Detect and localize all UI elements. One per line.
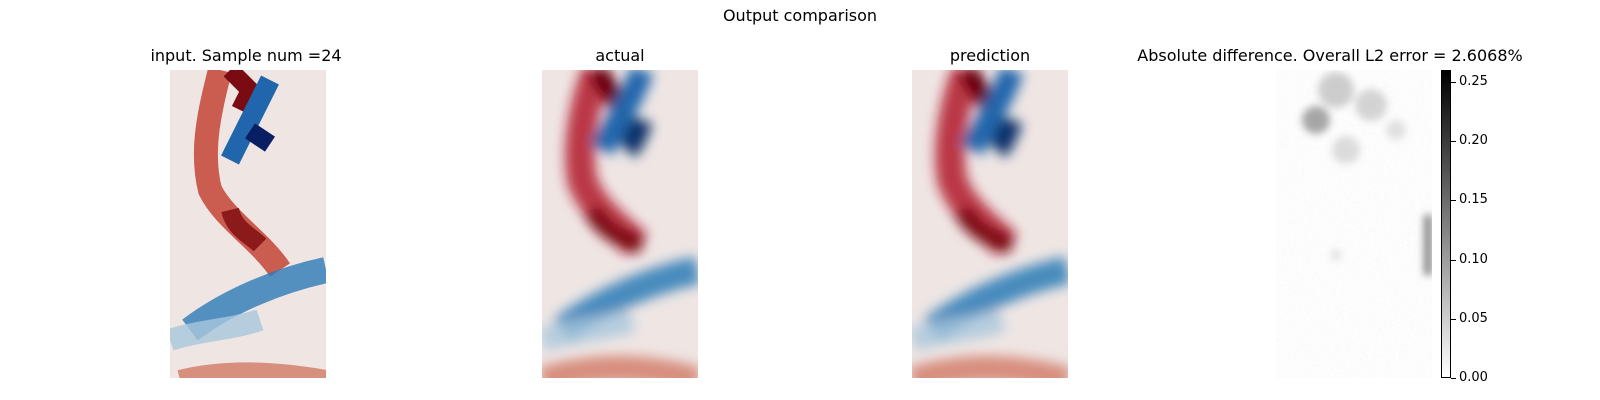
actual-heatmap	[542, 70, 698, 378]
panel-title-input: input. Sample num =24	[150, 46, 342, 65]
colorbar-tick	[1451, 200, 1456, 201]
colorbar-tick-label: 0.10	[1459, 252, 1488, 267]
input-heatmap	[170, 70, 326, 378]
figure-title: Output comparison	[722, 6, 878, 25]
colorbar-tick	[1451, 82, 1456, 83]
panel-title-prediction: prediction	[949, 46, 1031, 65]
colorbar-tick-label: 0.20	[1459, 133, 1488, 148]
panel-title-actual: actual	[595, 46, 645, 65]
difference-heatmap	[1276, 70, 1432, 378]
colorbar-tick-label: 0.00	[1459, 370, 1488, 385]
colorbar	[1441, 70, 1451, 378]
prediction-heatmap	[912, 70, 1068, 378]
colorbar-tick	[1451, 260, 1456, 261]
colorbar-tick-label: 0.05	[1459, 311, 1488, 326]
colorbar-tick	[1451, 141, 1456, 142]
colorbar-tick-label: 0.25	[1459, 74, 1488, 89]
colorbar-tick-label: 0.15	[1459, 192, 1488, 207]
colorbar-tick	[1451, 378, 1456, 379]
panel-title-difference: Absolute difference. Overall L2 error = …	[1137, 46, 1523, 65]
colorbar-tick	[1451, 319, 1456, 320]
